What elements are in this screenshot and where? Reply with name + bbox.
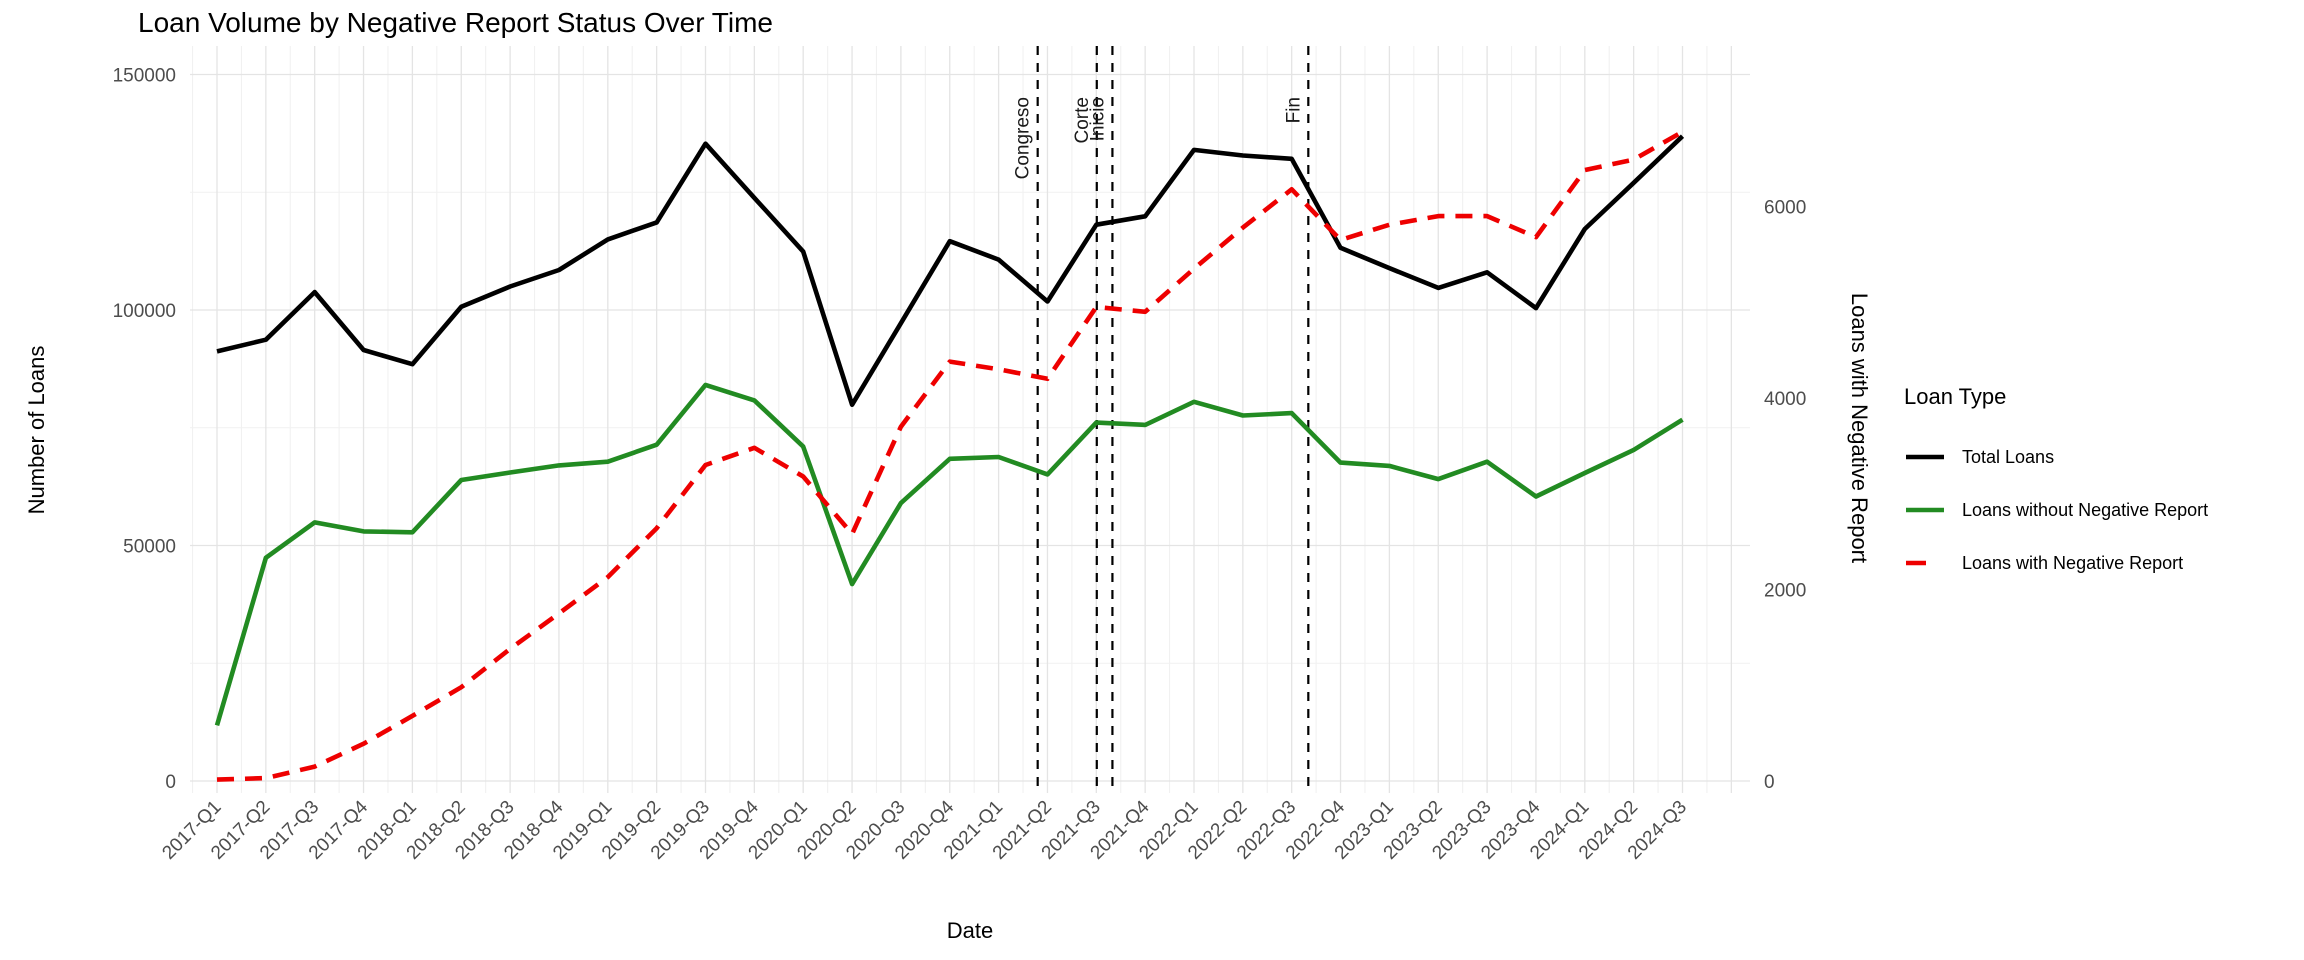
y-left-tick-label: 50000 [123, 537, 176, 558]
grid-minor [190, 46, 1750, 793]
series-loans-without-negative-report [214, 382, 1684, 727]
y-right-tick-label: 4000 [1764, 389, 1806, 410]
legend-label-3: Loans with Negative Report [1962, 553, 2183, 573]
y-left-tick-label: 100000 [113, 301, 176, 322]
series-total-loans [216, 134, 1685, 408]
legend-label-2: Loans without Negative Report [1962, 500, 2208, 520]
vline-label-inicio: Inicio [1087, 97, 1108, 141]
y-left-tick-label: 150000 [113, 66, 176, 87]
y-left-axis-title: Number of Loans [24, 346, 49, 515]
series-loans-with-negative-report [216, 129, 1684, 782]
chart-title: Loan Volume by Negative Report Status Ov… [138, 7, 773, 38]
vline-label-corte: Corte [1072, 97, 1093, 143]
y-right-tick-label: 0 [1764, 772, 1775, 793]
vline-label-congreso: Congreso [1013, 97, 1034, 179]
grid-major [190, 46, 1750, 793]
y-left-tick-label: 0 [165, 772, 176, 793]
legend-label-1: Total Loans [1962, 447, 2054, 467]
legend: Loan Type Total Loans Loans without Negati… [1904, 384, 2208, 573]
x-axis-title: Date [947, 918, 993, 943]
y-right-tick-label: 2000 [1764, 581, 1806, 602]
vline-label-fin: Fin [1283, 97, 1304, 123]
y-right-tick-label: 6000 [1764, 198, 1806, 219]
legend-title: Loan Type [1904, 384, 2006, 409]
series-group [214, 129, 1685, 782]
y-right-axis-title: Loans with Negative Report [1847, 293, 1872, 563]
